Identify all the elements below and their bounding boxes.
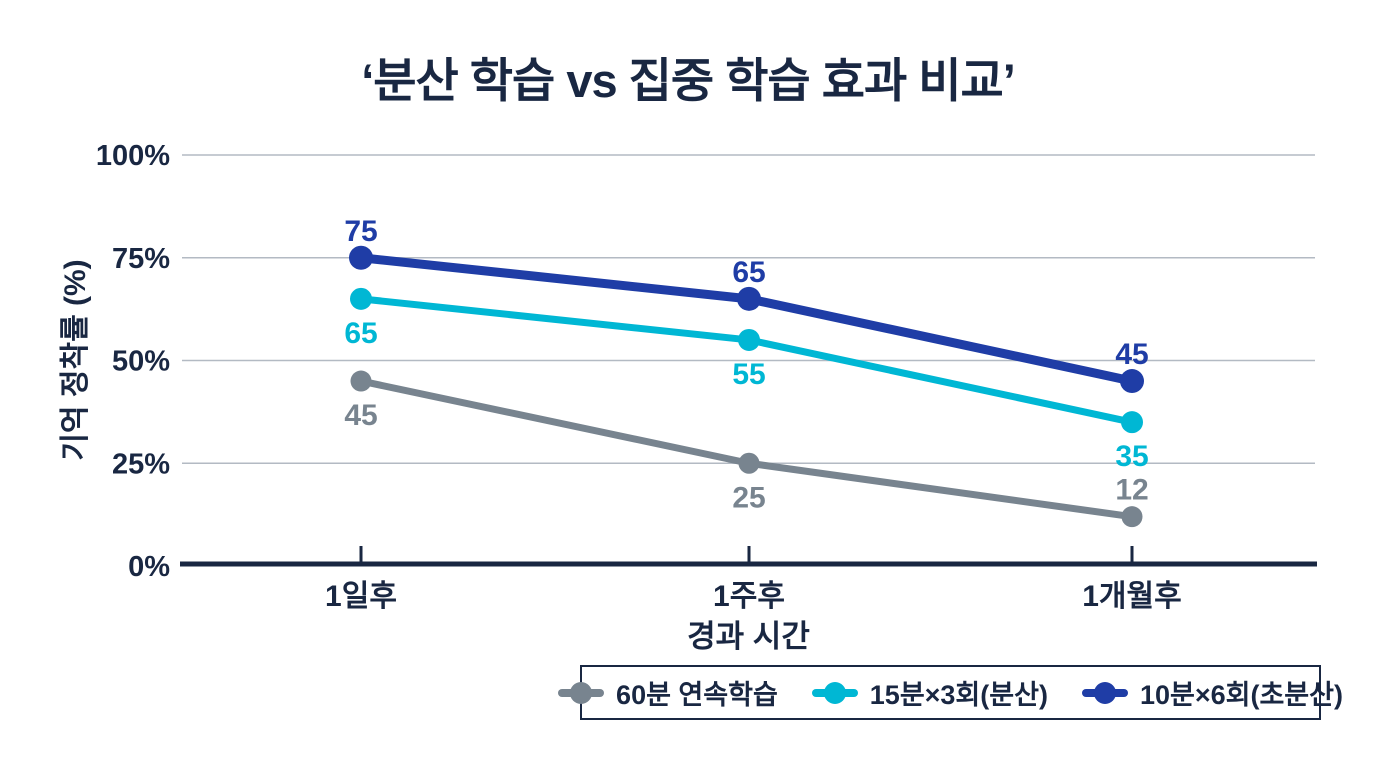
legend-item: 10분×6회(초분산) [1081, 673, 1343, 712]
legend-line-dot-icon [1081, 681, 1128, 704]
series-2: 75 65 45 [344, 215, 1149, 394]
y-tick-label: 75% [112, 243, 170, 275]
series-1: 65 55 35 [344, 287, 1149, 473]
chart-legend: 60분 연속학습 15분×3회(분산) 10분×6회(초분산) [558, 665, 1343, 720]
legend-item-label: 10분×6회(초분산) [1139, 680, 1343, 710]
x-tick-label: 1개월후 [1082, 580, 1182, 613]
data-point-label: 55 [732, 358, 765, 391]
x-tick-label: 1일후 [325, 580, 397, 613]
legend-dot-swatch [570, 681, 593, 704]
data-point [349, 245, 373, 270]
data-point [1121, 506, 1143, 528]
data-point-label: 35 [1115, 440, 1148, 473]
x-axis-title: 경과 시간 [687, 619, 810, 654]
data-point [1121, 411, 1143, 434]
data-point [738, 328, 760, 351]
data-point [738, 452, 760, 474]
data-point-label: 65 [732, 256, 765, 289]
data-point-label: 25 [732, 481, 765, 514]
y-tick-label: 50% [112, 346, 170, 378]
legend-line-dot-icon [558, 681, 605, 704]
y-tick-label: 25% [112, 448, 170, 480]
data-point-label: 45 [344, 399, 377, 432]
series-0: 45 25 12 [344, 370, 1149, 528]
data-point [350, 287, 372, 310]
y-tick-label: 100% [96, 140, 170, 172]
legend-dot-swatch [823, 681, 846, 704]
legend-item: 60분 연속학습 [558, 673, 778, 712]
legend-dot-swatch [1093, 681, 1116, 704]
legend-item: 15분×3회(분산) [811, 673, 1048, 712]
data-point-label: 45 [1115, 338, 1148, 371]
data-point-label: 75 [344, 215, 377, 248]
chart-title: ‘분산 학습 vs 집중 학습 효과 비교’ [361, 54, 1016, 107]
legend-line-dot-icon [811, 681, 858, 704]
data-point-label: 12 [1115, 474, 1148, 507]
data-point [350, 370, 372, 392]
legend-item-label: 15분×3회(분산) [869, 680, 1048, 710]
legend-item-label: 60분 연속학습 [616, 680, 778, 710]
data-point [737, 286, 761, 311]
data-point-label: 65 [344, 317, 377, 350]
x-tick-label: 1주후 [713, 580, 785, 613]
y-tick-label: 0% [128, 551, 170, 583]
data-point [1120, 369, 1144, 394]
